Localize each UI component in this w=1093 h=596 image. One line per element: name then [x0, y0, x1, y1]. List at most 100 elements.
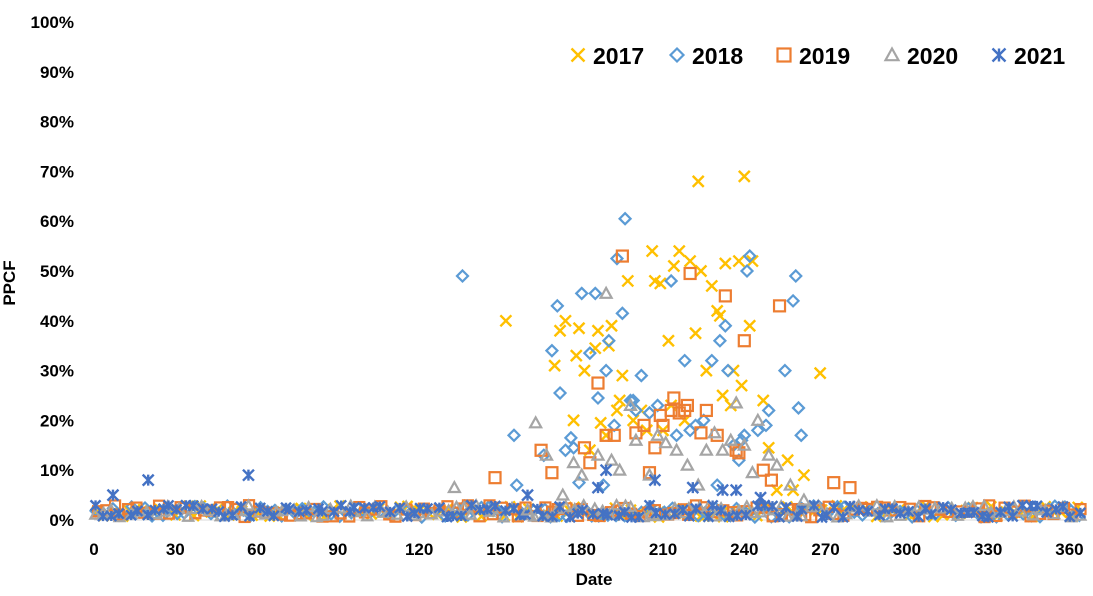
data-point-2020	[520, 502, 535, 516]
data-point-2019	[737, 334, 751, 348]
data-point-2020	[769, 457, 785, 471]
data-point-2019	[710, 428, 724, 442]
data-point-2018	[590, 390, 606, 406]
baseline-marker	[316, 505, 329, 518]
data-point-2018	[566, 440, 581, 455]
baseline-marker	[112, 507, 125, 520]
data-point-2017	[743, 319, 757, 333]
data-point-2018	[696, 413, 711, 428]
baseline-marker	[243, 510, 256, 523]
legend-label: 2017	[593, 43, 644, 69]
baseline-marker	[481, 503, 494, 516]
x-tick-label: 0	[89, 540, 98, 559]
legend-marker	[776, 47, 792, 63]
data-point-2018	[742, 249, 757, 264]
baseline-marker	[235, 500, 247, 513]
baseline-marker	[659, 508, 672, 521]
baseline-marker	[982, 511, 995, 524]
data-point-2021	[716, 483, 729, 497]
data-point-2017	[705, 279, 719, 293]
data-point-2017	[578, 364, 591, 377]
baseline-marker	[609, 497, 624, 511]
baseline-marker	[715, 504, 727, 517]
data-point-2017	[616, 369, 629, 382]
data-point-2017	[613, 394, 627, 407]
legend-label: 2019	[799, 43, 850, 69]
data-point-2019	[607, 428, 621, 442]
baseline-marker	[739, 509, 752, 521]
y-tick-label: 40%	[40, 312, 74, 331]
data-point-2017	[567, 414, 580, 427]
data-point-2019	[827, 476, 841, 490]
baseline-marker	[463, 507, 478, 520]
data-point-2019	[772, 299, 787, 313]
baseline-marker	[780, 501, 792, 514]
legend-marker	[883, 46, 901, 62]
legend-marker	[570, 47, 586, 63]
data-point-2021	[106, 488, 120, 502]
data-point-2019	[591, 376, 605, 390]
baseline-marker	[702, 510, 715, 523]
baseline-marker	[181, 509, 196, 522]
baseline-marker	[536, 510, 549, 522]
data-point-2017	[713, 309, 727, 323]
plot-area	[88, 170, 1088, 525]
data-point-2017	[781, 453, 795, 467]
data-point-2018	[544, 343, 559, 358]
data-point-2018	[761, 403, 776, 418]
x-tick-label: 90	[328, 540, 347, 559]
series-2020	[447, 285, 812, 516]
data-point-2018	[788, 268, 803, 284]
baseline-marker	[1074, 507, 1087, 519]
x-tick-label: 270	[811, 540, 839, 559]
y-tick-label: 20%	[40, 411, 74, 430]
baseline-marker	[937, 501, 949, 513]
baseline-marker	[708, 509, 723, 522]
baseline-marker	[527, 509, 542, 522]
baseline-marker	[1057, 500, 1069, 513]
data-point-2018	[596, 478, 611, 493]
data-point-2017	[691, 175, 705, 188]
baseline-marker	[977, 498, 992, 511]
data-point-2017	[732, 254, 746, 268]
baseline-marker	[433, 501, 446, 514]
y-tick-label: 0%	[49, 511, 74, 530]
data-point-2020	[574, 467, 590, 481]
baseline-marker	[553, 500, 566, 513]
x-tick-label: 330	[974, 540, 1002, 559]
data-point-2020	[782, 477, 798, 491]
x-tick-label: 150	[486, 540, 514, 559]
data-point-2020	[707, 425, 722, 439]
baseline-marker	[690, 502, 702, 515]
data-point-2019	[732, 446, 746, 460]
baseline-marker	[348, 501, 361, 514]
data-point-2018	[582, 346, 597, 361]
baseline-band	[88, 497, 1088, 525]
data-point-2021	[141, 473, 155, 487]
data-point-2020	[680, 457, 695, 471]
data-point-2019	[577, 441, 592, 455]
data-point-2019	[683, 266, 697, 281]
baseline-marker	[465, 499, 478, 512]
x-tick-label: 360	[1055, 540, 1083, 559]
baseline-marker	[994, 506, 1007, 518]
baseline-marker	[706, 499, 719, 512]
data-point-2021	[686, 481, 700, 494]
baseline-marker	[142, 509, 154, 521]
data-point-2017	[605, 319, 618, 333]
data-point-2018	[623, 393, 638, 408]
baseline-marker	[844, 500, 856, 513]
data-point-2017	[667, 259, 681, 273]
data-point-2017	[813, 366, 827, 380]
data-point-2021	[754, 491, 767, 504]
data-point-2017	[700, 364, 713, 377]
y-tick-label: 80%	[40, 113, 74, 132]
data-point-2017	[756, 394, 770, 407]
data-point-2017	[645, 244, 659, 258]
data-point-2018	[704, 353, 719, 368]
data-point-2020	[604, 452, 619, 466]
baseline-marker	[576, 504, 589, 516]
data-point-2017	[737, 170, 751, 183]
data-point-2019	[637, 418, 651, 432]
